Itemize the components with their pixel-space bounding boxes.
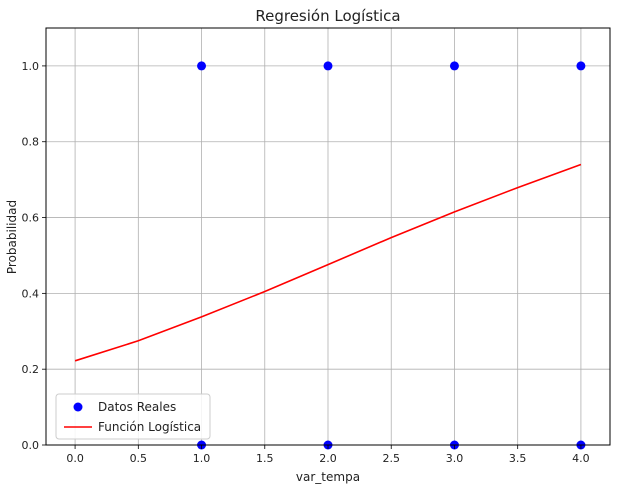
x-tick-label: 1.0 (193, 452, 211, 465)
data-point (449, 61, 459, 71)
data-point (323, 61, 333, 71)
logistic-function-line (74, 163, 582, 362)
chart-title: Regresión Logística (255, 7, 400, 25)
legend: Datos Reales Función Logística (55, 393, 211, 440)
y-tick-label: 1.0 (22, 60, 40, 73)
legend-box (55, 393, 211, 440)
y-tick-label: 0.4 (22, 287, 40, 300)
y-tick-label: 0.0 (22, 439, 40, 452)
y-tick-label: 0.2 (22, 363, 40, 376)
data-point (576, 61, 586, 71)
x-tick-label: 1.5 (256, 452, 274, 465)
y-tick-label: 0.8 (22, 136, 40, 149)
plot-series (74, 61, 586, 450)
x-tick-label: 0.0 (66, 452, 84, 465)
data-point (197, 61, 207, 71)
x-tick-label: 3.0 (446, 452, 464, 465)
grid-lines (46, 28, 610, 446)
legend-label-funcion-logistica: Función Logística (98, 420, 201, 434)
axis-ticks: 0.0 0.5 1.0 1.5 2.0 2.5 3.0 3.5 4.0 0.0 0.2 0.4 0.6 0… (22, 60, 590, 465)
x-tick-label: 4.0 (572, 452, 590, 465)
x-tick-label: 3.5 (509, 452, 527, 465)
y-axis-label: Probabilidad (5, 200, 19, 274)
x-tick-label: 0.5 (130, 452, 148, 465)
x-tick-label: 2.0 (319, 452, 337, 465)
legend-label-datos-reales: Datos Reales (98, 400, 176, 414)
x-tick-label: 2.5 (382, 452, 400, 465)
y-tick-label: 0.6 (22, 212, 40, 225)
legend-marker-datos-reales (73, 402, 83, 412)
x-axis-label: var_tempa (296, 470, 360, 484)
